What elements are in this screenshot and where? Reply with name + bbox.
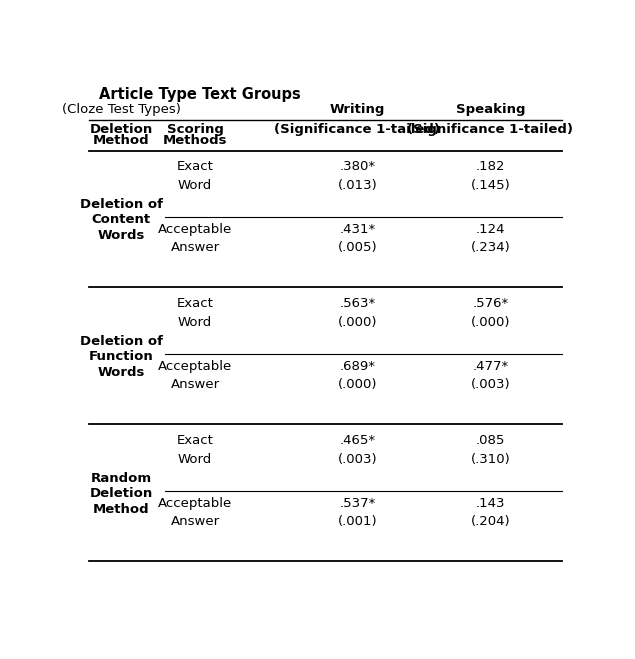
Text: Exact: Exact [177,160,213,173]
Text: Content: Content [91,214,150,227]
Text: .143: .143 [476,496,505,509]
Text: Deletion of: Deletion of [80,335,163,348]
Text: .380*: .380* [339,160,375,173]
Text: (.000): (.000) [338,378,377,391]
Text: (.310): (.310) [471,453,510,466]
Text: Words: Words [98,366,145,379]
Text: Random: Random [91,473,152,485]
Text: .537*: .537* [339,496,376,509]
Text: Word: Word [178,316,212,329]
Text: Method: Method [93,503,149,515]
Text: Exact: Exact [177,297,213,310]
Text: .465*: .465* [339,434,375,447]
Text: (.001): (.001) [338,515,377,529]
Text: (.003): (.003) [338,453,377,466]
Text: (.145): (.145) [471,179,510,192]
Text: .431*: .431* [339,223,375,235]
Text: Deletion of: Deletion of [80,198,163,211]
Text: (Significance 1-tailed): (Significance 1-tailed) [274,123,441,136]
Text: Answer: Answer [170,241,220,254]
Text: (.005): (.005) [338,241,377,254]
Text: .085: .085 [476,434,505,447]
Text: Writing: Writing [330,103,385,116]
Text: Answer: Answer [170,515,220,529]
Text: (.204): (.204) [471,515,510,529]
Text: (.234): (.234) [471,241,510,254]
Text: Answer: Answer [170,378,220,391]
Text: (.013): (.013) [338,179,377,192]
Text: Method: Method [93,134,149,148]
Text: (Significance 1-tailed): (Significance 1-tailed) [407,123,573,136]
Text: Exact: Exact [177,434,213,447]
Text: Acceptable: Acceptable [158,360,232,372]
Text: Speaking: Speaking [455,103,525,116]
Text: Acceptable: Acceptable [158,223,232,235]
Text: Scoring: Scoring [166,123,224,136]
Text: .576*: .576* [472,297,509,310]
Text: (.000): (.000) [338,316,377,329]
Text: .563*: .563* [339,297,375,310]
Text: (Cloze Test Types): (Cloze Test Types) [62,103,180,116]
Text: .689*: .689* [340,360,375,372]
Text: Word: Word [178,453,212,466]
Text: Deletion: Deletion [90,488,153,500]
Text: .182: .182 [476,160,505,173]
Text: .477*: .477* [472,360,509,372]
Text: Article Type Text Groups: Article Type Text Groups [99,87,301,101]
Text: (.000): (.000) [471,316,510,329]
Text: .124: .124 [476,223,505,235]
Text: Function: Function [89,351,154,363]
Text: Acceptable: Acceptable [158,496,232,509]
Text: Words: Words [98,229,145,242]
Text: Deletion: Deletion [90,123,153,136]
Text: Word: Word [178,179,212,192]
Text: Methods: Methods [163,134,227,148]
Text: (.003): (.003) [471,378,510,391]
